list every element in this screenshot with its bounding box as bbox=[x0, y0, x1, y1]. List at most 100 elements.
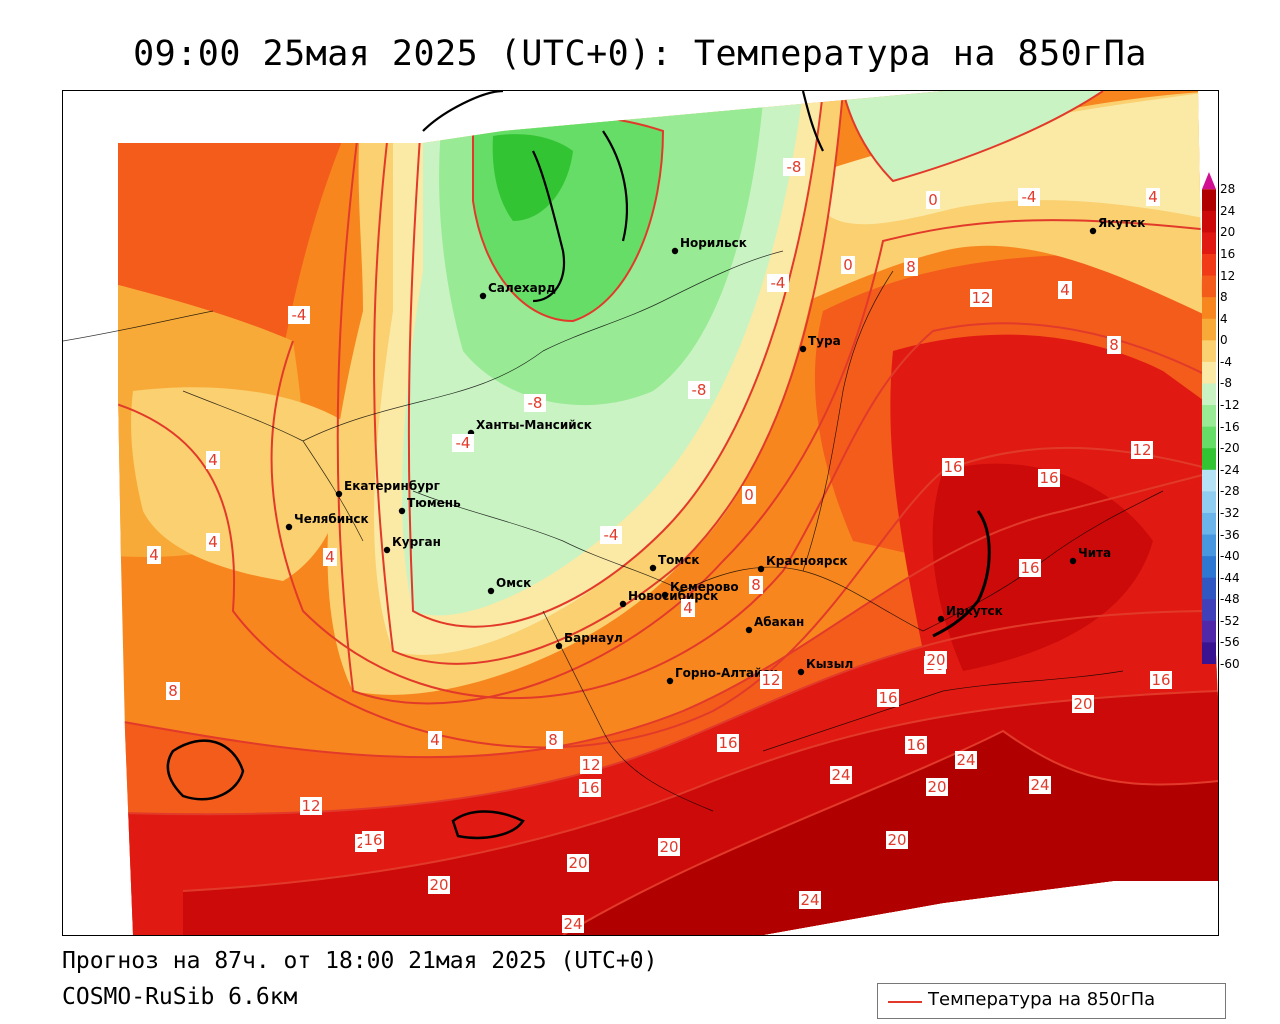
contour-label-bg bbox=[206, 451, 220, 469]
city-label: Иркутск bbox=[946, 604, 1003, 618]
contour-label-bg bbox=[562, 915, 584, 933]
contour-label: 12 bbox=[301, 797, 320, 815]
city-label: Якутск bbox=[1098, 216, 1145, 230]
colorbar-segment bbox=[1202, 491, 1216, 514]
contour-label-bg bbox=[567, 854, 589, 872]
contour-label-bg bbox=[206, 533, 220, 551]
contour-label-bg bbox=[1146, 188, 1160, 206]
city-marker bbox=[1069, 557, 1077, 565]
colorbar-segment bbox=[1202, 297, 1216, 320]
colorbar-segment bbox=[1202, 642, 1216, 664]
contour-label-bg bbox=[600, 526, 622, 544]
colorbar-segment bbox=[1202, 426, 1216, 449]
contour-label-bg bbox=[362, 831, 384, 849]
city-label: Екатеринбург bbox=[344, 479, 440, 493]
city-label: Томск bbox=[658, 553, 700, 567]
legend-line bbox=[888, 1001, 922, 1003]
colorbar-tick-label: -4 bbox=[1220, 354, 1232, 369]
contour-label-bg bbox=[955, 751, 977, 769]
city-marker bbox=[661, 591, 669, 599]
colorbar-tick-label: -20 bbox=[1220, 441, 1240, 456]
contour-label: 20 bbox=[927, 778, 946, 796]
contour-label-bg bbox=[452, 434, 474, 452]
coastlines bbox=[166, 91, 991, 840]
contour-label: 8 bbox=[906, 258, 916, 276]
contour-label-bg bbox=[147, 546, 161, 564]
contour-label: 12 bbox=[581, 756, 600, 774]
contour-label: 4 bbox=[1060, 281, 1070, 299]
city-marker bbox=[666, 677, 674, 685]
contour-labels-layer: -8 -4 0 4 -4 0 8 4 12 8 -4 4 -8 -8 -4 16 16 12 -4 0 16 4 4 4 8 4 8… bbox=[147, 158, 1172, 933]
contour-label: 0 bbox=[928, 191, 938, 209]
contour-label-bg bbox=[681, 599, 695, 617]
contour-label-bg bbox=[300, 797, 322, 815]
forecast-map: Салехард Норильск Якутск Тура Ханты-Мансийск… bbox=[62, 90, 1219, 936]
contour-label-bg bbox=[580, 756, 602, 774]
city-label: Абакан bbox=[754, 615, 804, 629]
contour-label-bg bbox=[830, 766, 852, 784]
colorbar-tick-label: -52 bbox=[1220, 613, 1240, 628]
contour-label-bg bbox=[323, 548, 337, 566]
contour-label: 20 bbox=[429, 876, 448, 894]
colorbar-tick-label: -44 bbox=[1220, 570, 1240, 585]
contour-label: 24 bbox=[1030, 776, 1049, 794]
contour-label-bg bbox=[926, 778, 948, 796]
city-label: Челябинск bbox=[294, 512, 369, 526]
contour-label: 24 bbox=[563, 915, 582, 933]
city-label: Ханты-Мансийск bbox=[476, 418, 592, 432]
contour-label-bg bbox=[767, 274, 789, 292]
model-name: COSMO-RuSib 6.6км bbox=[62, 984, 298, 1010]
colorbar-tick-label: 24 bbox=[1220, 203, 1236, 218]
colorbar-segment bbox=[1202, 577, 1216, 600]
contour-label-bg bbox=[905, 736, 927, 754]
contour-label-bg bbox=[1019, 559, 1041, 577]
city-marker bbox=[799, 345, 807, 353]
colorbar-segment bbox=[1202, 620, 1216, 643]
contour-label: -4 bbox=[456, 434, 471, 452]
contour-label-bg bbox=[925, 651, 947, 669]
contour-label: 4 bbox=[208, 533, 218, 551]
contour-label-bg bbox=[579, 779, 601, 797]
city-marker bbox=[671, 247, 679, 255]
contour-label-bg bbox=[1131, 441, 1153, 459]
colorbar-segment bbox=[1202, 210, 1216, 233]
contour-label-bg bbox=[1150, 671, 1172, 689]
contour-label: 16 bbox=[1020, 559, 1039, 577]
colorbar-tick-label: 4 bbox=[1220, 311, 1228, 326]
colorbar-tick-label: -16 bbox=[1220, 419, 1240, 434]
city-marker bbox=[937, 615, 945, 623]
cities-layer: Салехард Норильск Якутск Тура Ханты-Мансийск… bbox=[285, 216, 1145, 685]
contour-label-bg bbox=[760, 671, 782, 689]
contour-label: 16 bbox=[943, 458, 962, 476]
colorbar-segment bbox=[1202, 318, 1216, 341]
contour-label: 24 bbox=[956, 751, 975, 769]
colorbar-tick-label: 28 bbox=[1220, 182, 1236, 197]
city-marker bbox=[649, 564, 657, 572]
contour-label-bg bbox=[749, 576, 763, 594]
city-marker bbox=[555, 642, 563, 650]
contour-label-bg bbox=[688, 381, 710, 399]
contour-label-bg bbox=[904, 258, 918, 276]
contour-label-bg bbox=[1029, 776, 1051, 794]
contour-label: 12 bbox=[971, 289, 990, 307]
contour-label: -8 bbox=[692, 381, 707, 399]
contour-label: 20 bbox=[887, 831, 906, 849]
contour-label: 16 bbox=[878, 689, 897, 707]
city-label: Барнаул bbox=[564, 631, 623, 645]
colorbar-tick-label: 16 bbox=[1220, 247, 1236, 261]
contour-label-bg bbox=[942, 458, 964, 476]
colorbar-segment bbox=[1202, 556, 1216, 579]
city-label: Новосибирск bbox=[628, 589, 718, 603]
contour-label: 4 bbox=[430, 731, 440, 749]
map-canvas: Салехард Норильск Якутск Тура Ханты-Мансийск… bbox=[63, 91, 1218, 935]
contour-label-bg bbox=[742, 486, 756, 504]
city-label: Омск bbox=[496, 576, 531, 590]
contour-label: -8 bbox=[787, 158, 802, 176]
contour-label: 16 bbox=[718, 734, 737, 752]
contour-label-bg bbox=[841, 256, 855, 274]
colorbar-tick-label: 0 bbox=[1220, 333, 1228, 348]
colorbar-tick-label: -8 bbox=[1220, 376, 1232, 391]
city-marker bbox=[383, 546, 391, 554]
contour-label: 24 bbox=[800, 891, 819, 909]
contour-label-bg bbox=[926, 191, 940, 209]
